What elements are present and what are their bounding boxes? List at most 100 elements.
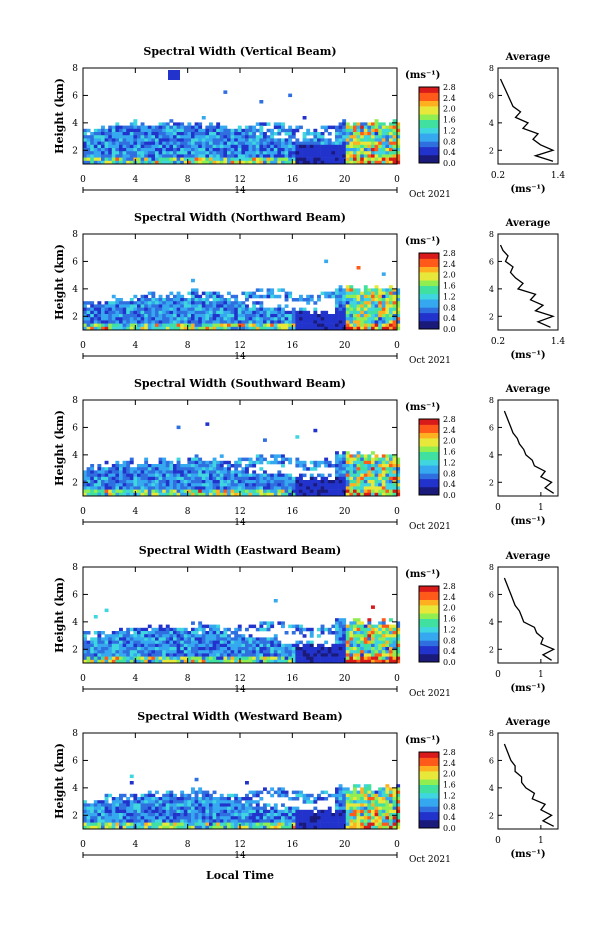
heatmap-cell	[209, 634, 213, 638]
heatmap-cell	[345, 460, 350, 465]
x-tick-label: 12	[234, 175, 245, 185]
heatmap-cell	[201, 809, 206, 814]
heatmap-cell	[183, 151, 188, 155]
heatmap-cell	[335, 151, 339, 155]
heatmap-cell	[389, 141, 393, 146]
heatmap-cell	[327, 627, 332, 632]
heatmap-cell	[111, 157, 116, 162]
heatmap-cell	[151, 647, 156, 651]
heatmap-cell	[371, 634, 375, 638]
heatmap-cell	[234, 301, 239, 305]
heatmap-cell	[363, 301, 368, 305]
heatmap-cell	[126, 125, 131, 130]
heatmap-cell	[245, 320, 249, 324]
heatmap-cell	[176, 310, 181, 315]
heatmap-cell	[205, 128, 210, 133]
heatmap-cell	[349, 154, 354, 158]
heatmap-cell	[335, 470, 339, 474]
heatmap-cell	[108, 301, 113, 305]
heatmap-cell	[155, 141, 159, 146]
heatmap-cell	[165, 157, 170, 162]
heatmap-cell	[97, 650, 102, 654]
heatmap-cell	[255, 122, 260, 126]
profile-y-tick-label: 2	[489, 478, 494, 487]
heatmap-cell	[349, 483, 354, 487]
heatmap-cell	[205, 643, 210, 648]
heatmap-cell	[180, 819, 185, 823]
heatmap-cell	[385, 135, 390, 139]
heatmap-cell	[101, 323, 105, 328]
heatmap-cell	[273, 813, 278, 817]
heatmap-cell	[158, 144, 163, 149]
heatmap-cell	[219, 803, 224, 807]
colorbar-tick-label: 0.0	[443, 491, 456, 500]
heatmap-cell	[331, 154, 336, 158]
heatmap-cell	[356, 460, 361, 465]
heatmap-cell	[219, 135, 224, 139]
heatmap-cell	[133, 480, 138, 484]
heatmap-cell	[281, 816, 285, 820]
heatmap-cell	[313, 825, 318, 830]
heatmap-cell	[119, 310, 123, 315]
heatmap-cell	[223, 460, 228, 465]
heatmap-cell	[144, 141, 149, 146]
heatmap-cell	[288, 813, 293, 817]
heatmap-cell	[327, 793, 332, 798]
colorbar-tick-label: 2.8	[443, 83, 456, 92]
heatmap-cell	[356, 637, 361, 641]
heatmap-cell	[266, 647, 271, 651]
heatmap-cell	[306, 659, 311, 664]
heatmap-cell	[299, 486, 303, 490]
heatmap-cell	[342, 138, 347, 142]
heatmap-cell	[367, 132, 372, 136]
heatmap-cell	[266, 288, 271, 292]
heatmap-cell	[277, 809, 282, 814]
heatmap-cell	[309, 326, 314, 331]
heatmap-cell	[349, 148, 354, 152]
heatmap-cell	[216, 816, 221, 820]
heatmap-cell	[144, 132, 149, 136]
heatmap-cell	[83, 310, 87, 315]
heatmap-cell	[126, 631, 131, 635]
heatmap-cell	[378, 138, 383, 142]
heatmap-cell	[335, 816, 339, 820]
heatmap-cell	[97, 304, 102, 308]
heatmap-cell	[313, 428, 318, 433]
heatmap-cell	[129, 806, 134, 811]
heatmap-cell	[108, 135, 113, 139]
heatmap-cell	[342, 454, 347, 458]
heatmap-cell	[288, 492, 293, 497]
heatmap-cell	[151, 825, 156, 830]
heatmap-cell	[212, 816, 217, 820]
heatmap-cell	[371, 132, 375, 136]
heatmap-cell	[363, 160, 368, 165]
heatmap-cell	[230, 157, 235, 162]
heatmap-cell	[216, 310, 221, 315]
heatmap-cell	[165, 151, 170, 155]
heatmap-cell	[140, 634, 145, 638]
heatmap-cell	[205, 294, 210, 299]
heatmap-cell	[119, 656, 123, 661]
heatmap-cell	[252, 464, 257, 468]
profile-y-tick-label: 6	[489, 91, 494, 100]
heatmap-cell	[191, 294, 195, 299]
heatmap-cell	[140, 473, 145, 478]
heatmap-cell	[162, 819, 167, 823]
heatmap-cell	[151, 803, 156, 807]
heatmap-cell	[108, 486, 113, 490]
heatmap-cell	[281, 813, 285, 817]
heatmap-cell	[194, 813, 199, 817]
heatmap-cell	[104, 793, 109, 798]
heatmap-cell	[363, 323, 368, 328]
heatmap-cell	[151, 627, 156, 632]
heatmap-cell	[378, 647, 383, 651]
heatmap-cell	[227, 464, 231, 468]
heatmap-cell	[263, 310, 267, 315]
heatmap-cell	[129, 659, 134, 664]
heatmap-cell	[227, 809, 231, 814]
heatmap-cell	[335, 489, 339, 494]
heatmap-cell	[194, 473, 199, 478]
heatmap-cell	[241, 314, 246, 318]
heatmap-cell	[299, 483, 303, 487]
heatmap-cell	[263, 787, 267, 791]
